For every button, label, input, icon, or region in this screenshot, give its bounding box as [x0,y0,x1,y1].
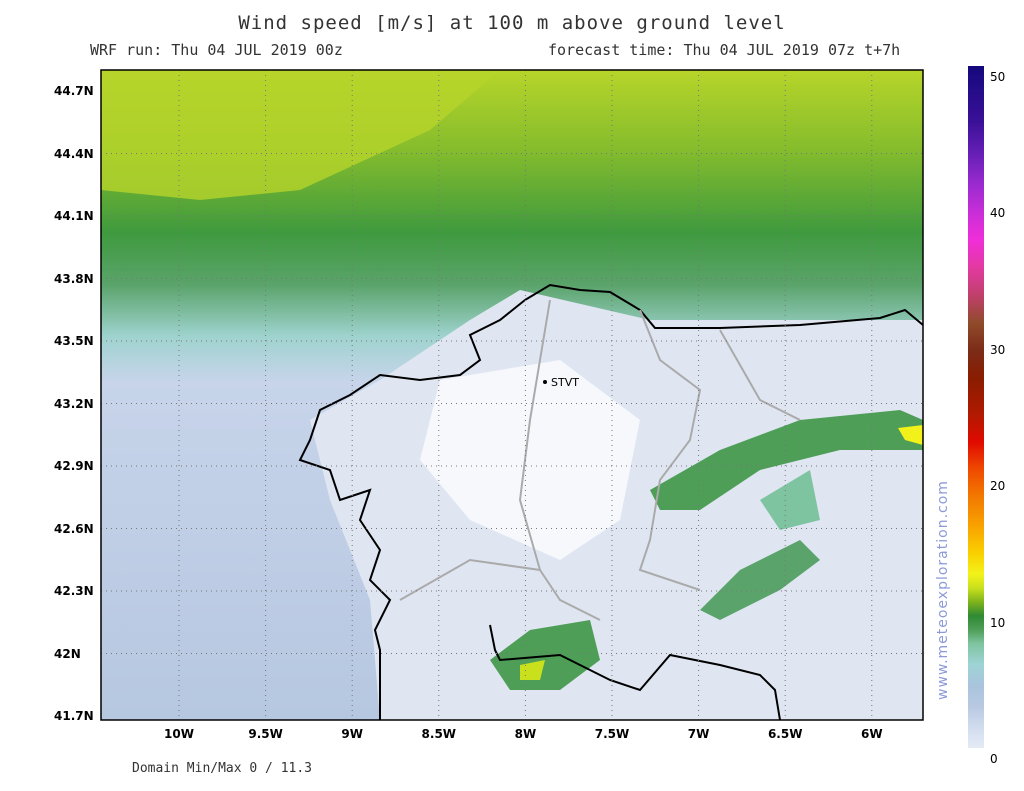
station-label: STVT [551,376,579,389]
admin-borders [399,299,801,621]
colorbar-tick-label: 10 [990,615,1006,630]
lon-label: 7.5W [594,727,630,741]
lat-label: 42.9N [54,459,94,473]
watermark: www.meteoexploration.com [935,480,951,700]
lat-label: 44.4N [54,146,94,161]
lon-label: 9W [341,727,363,741]
wind-max [898,425,923,445]
colorbar-tick-label: 40 [990,206,1006,221]
coastline [298,283,924,720]
lon-label: 6.5W [767,727,803,741]
wind-max [520,660,545,680]
colorbar-tick-label: 30 [990,342,1006,357]
lat-label: 42.3N [54,584,94,598]
lat-label: 44.1N [54,209,94,223]
station-marker [543,380,547,384]
forecast-label: forecast time: Thu 04 JUL 2019 07z t+7h [548,41,901,59]
wind-band [760,470,820,530]
lat-label: 43.5N [54,334,94,348]
lon-label: 6W [861,727,883,741]
lon-label: 10W [164,727,194,741]
calm-area [420,360,640,560]
colorbar [968,66,984,762]
run-label: WRF run: Thu 04 JUL 2019 00z [90,41,343,59]
lon-label: 8.5W [421,727,457,741]
lon-label: 8W [514,727,537,741]
lat-label: 41.7N [54,709,94,723]
lon-label: 7W [687,727,710,741]
wind-band [700,540,820,620]
field-patch [101,70,500,200]
footer: Domain Min/Max 0 / 11.3 [132,761,313,776]
wind-band [650,410,923,510]
border [489,624,781,721]
lon-label: 9.5W [248,727,283,741]
graticule [101,70,923,720]
lat-label: 43.8N [54,271,94,286]
wind-band [490,620,600,690]
colorbar-tick-label: 0 [990,752,998,766]
lat-label: 42.6N [54,521,94,536]
lat-label: 43.2N [54,396,94,411]
lat-label: 44.7N [54,84,94,98]
title: Wind speed [m/s] at 100 m above ground l… [238,12,786,34]
colorbar-tick-label: 20 [990,479,1006,494]
lat-label: 42N [54,646,81,661]
colorbar-tick-label: 50 [990,69,1006,84]
map-frame [100,69,924,721]
